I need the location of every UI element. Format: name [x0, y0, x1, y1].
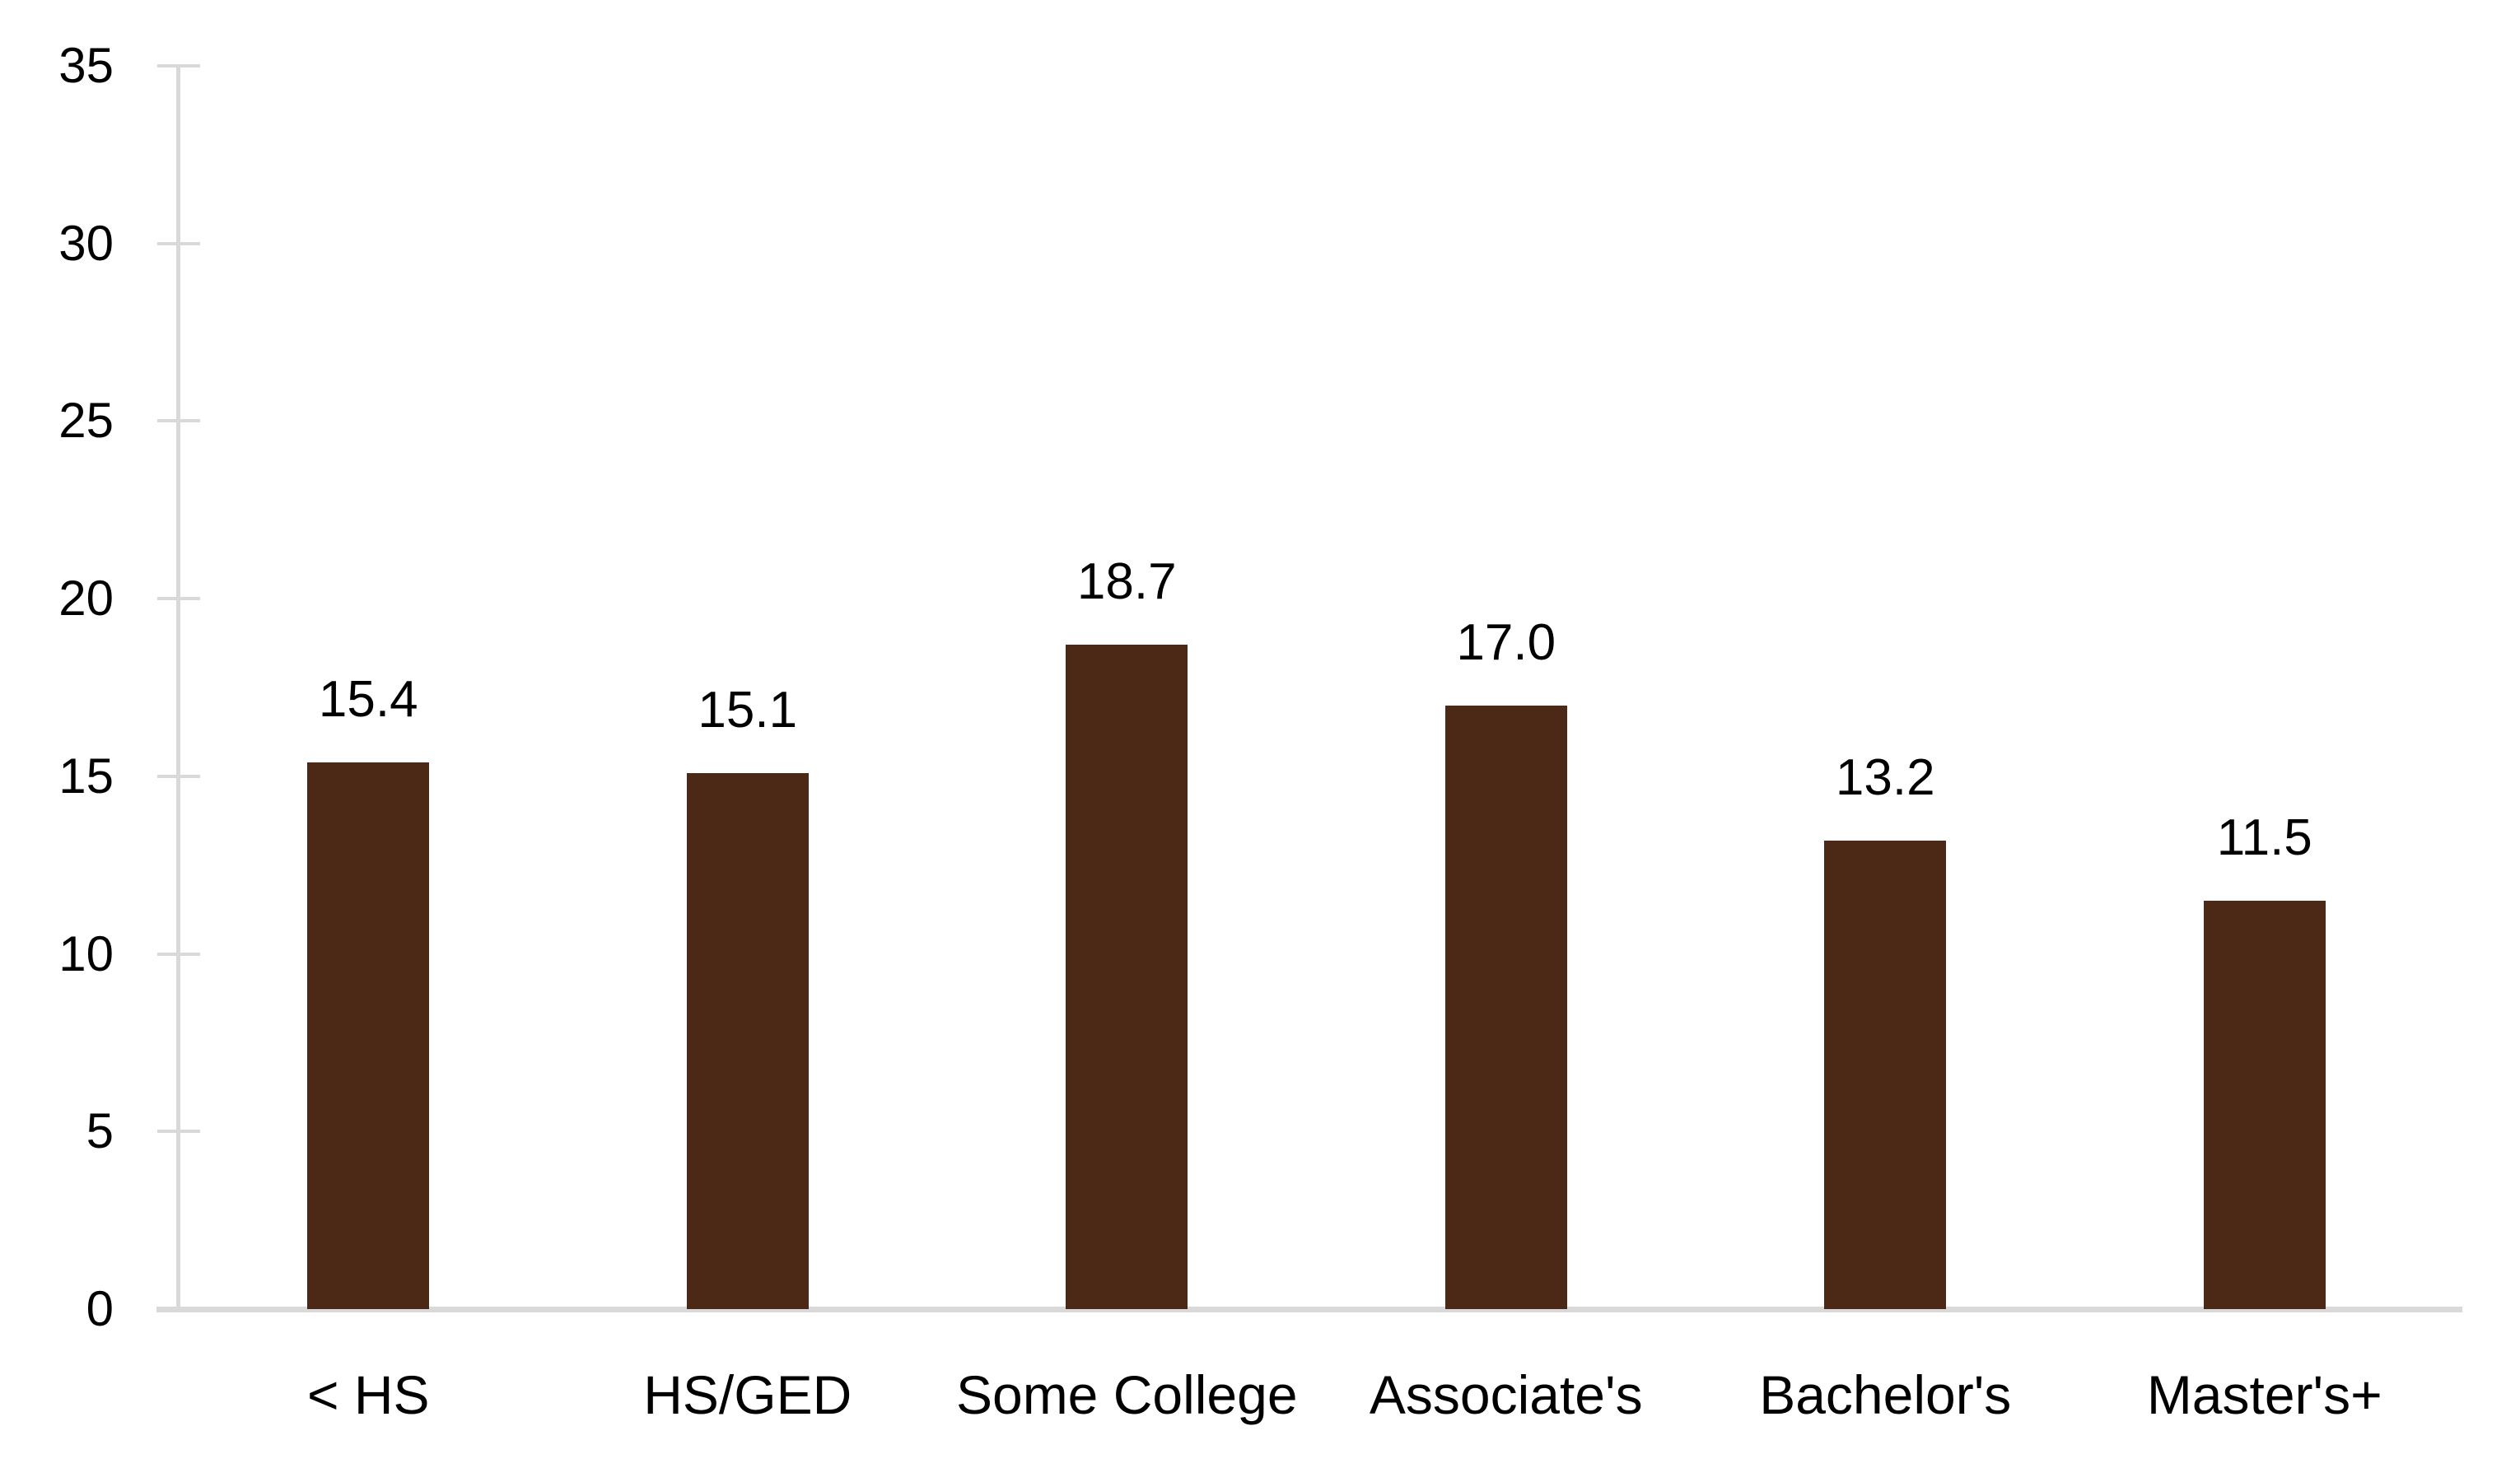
bar-value-label: 15.4 — [318, 670, 418, 728]
category-label: Master's+ — [2146, 1364, 2382, 1425]
y-tick-label: 35 — [58, 38, 114, 93]
bar-value-label: 11.5 — [2216, 809, 2312, 866]
bar-value-label: 18.7 — [1076, 553, 1177, 611]
y-tick-mark — [157, 1307, 200, 1311]
y-tick-label: 10 — [58, 925, 114, 981]
y-axis-line — [176, 66, 180, 1312]
y-tick-mark — [157, 241, 200, 245]
y-tick-mark — [157, 1130, 200, 1134]
bar — [1824, 840, 1947, 1309]
y-tick-mark — [157, 952, 200, 956]
category-label: < HS — [306, 1364, 430, 1425]
bar-value-label: 15.1 — [698, 681, 798, 739]
category-label: HS/GED — [643, 1364, 852, 1425]
category-label: Associate's — [1369, 1364, 1643, 1425]
y-tick-label: 25 — [58, 393, 114, 449]
bar — [2203, 900, 2326, 1309]
y-tick-label: 5 — [86, 1103, 114, 1159]
y-tick-label: 15 — [58, 748, 114, 804]
y-tick-mark — [157, 419, 200, 423]
bar-value-label: 13.2 — [1835, 748, 1935, 806]
y-tick-mark — [157, 597, 200, 601]
category-label: Bachelor's — [1759, 1364, 2012, 1425]
y-tick-mark — [157, 774, 200, 778]
y-tick-label: 0 — [86, 1281, 114, 1336]
y-tick-label: 20 — [58, 571, 114, 627]
y-tick-label: 30 — [58, 215, 114, 271]
bar — [307, 762, 430, 1309]
y-tick-mark — [157, 64, 200, 68]
bar — [686, 772, 809, 1309]
bar-value-label: 17.0 — [1456, 613, 1556, 671]
category-label: Some College — [955, 1364, 1298, 1425]
x-axis-line — [156, 1307, 2462, 1312]
bar — [1444, 705, 1567, 1309]
bar — [1066, 645, 1188, 1309]
